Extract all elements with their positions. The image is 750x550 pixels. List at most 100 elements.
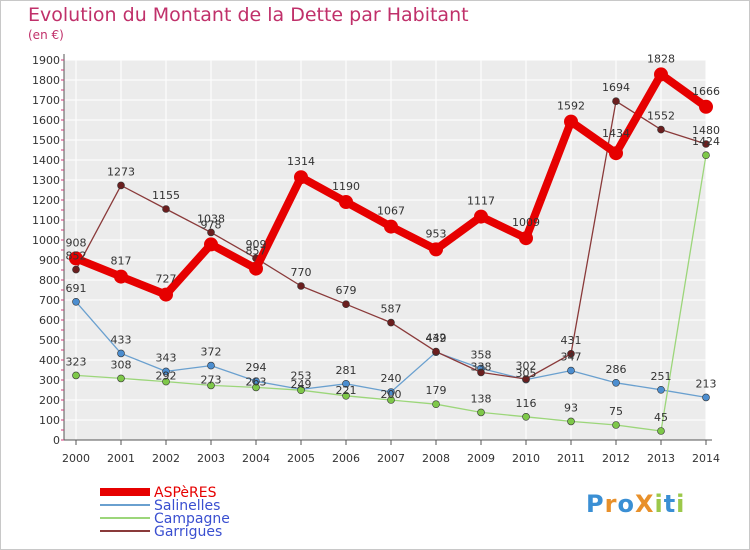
- data-label-salinelles: 358: [471, 348, 492, 361]
- data-label-asp-res: 727: [156, 273, 177, 286]
- data-point-salinelles: [207, 361, 215, 370]
- data-label-campagne: 116: [516, 397, 537, 410]
- plot-area: [64, 60, 706, 440]
- data-point-campagne: [72, 371, 80, 380]
- data-point-salinelles: [342, 379, 350, 388]
- data-point-salinelles: [612, 378, 620, 387]
- y-tick-label: 900: [39, 254, 60, 267]
- data-label-garrigues: 587: [381, 303, 402, 316]
- data-label-garrigues: 1480: [692, 124, 720, 137]
- data-label-asp-res: 1828: [647, 52, 675, 65]
- data-point-campagne: [702, 151, 710, 159]
- data-label-garrigues: 770: [291, 266, 312, 279]
- data-point-salinelles: [387, 388, 395, 396]
- data-point-salinelles: [162, 367, 170, 376]
- data-point-salinelles: [657, 385, 665, 394]
- data-point-campagne: [432, 400, 440, 409]
- y-tick-label: 300: [39, 374, 60, 387]
- data-point-asp-res: [474, 209, 488, 224]
- data-point-asp-res: [384, 219, 398, 234]
- y-tick-label: 1600: [32, 114, 60, 127]
- data-point-campagne: [342, 391, 350, 400]
- x-tick-label: 2001: [107, 452, 135, 465]
- data-label-salinelles: 240: [381, 372, 402, 385]
- data-point-garrigues: [702, 140, 710, 148]
- y-tick-label: 500: [39, 334, 60, 347]
- x-tick-label: 2003: [197, 452, 225, 465]
- data-point-asp-res: [609, 146, 623, 161]
- data-point-garrigues: [387, 318, 395, 327]
- legend-label-garrigues: Garrigues: [154, 524, 222, 540]
- y-tick-label: 1100: [32, 214, 60, 227]
- data-point-asp-res: [699, 99, 713, 114]
- data-point-campagne: [522, 412, 530, 421]
- data-point-asp-res: [519, 231, 533, 246]
- data-label-salinelles: 439: [426, 332, 447, 345]
- x-tick-label: 2004: [242, 452, 270, 465]
- logo-letter: o: [617, 490, 635, 518]
- data-point-garrigues: [522, 375, 530, 383]
- data-point-garrigues: [612, 97, 620, 105]
- data-label-salinelles: 294: [246, 361, 267, 374]
- data-point-campagne: [117, 374, 125, 383]
- x-tick-label: 2014: [692, 452, 720, 465]
- data-label-garrigues: 305: [516, 367, 537, 380]
- data-label-campagne: 200: [381, 388, 402, 401]
- data-point-salinelles: [567, 366, 575, 375]
- legend-label-salinelles: Salinelles: [154, 498, 220, 514]
- data-label-campagne: 1424: [692, 135, 720, 148]
- data-label-asp-res: 1592: [557, 100, 585, 113]
- data-label-campagne: 323: [66, 355, 87, 368]
- data-label-salinelles: 691: [66, 282, 87, 295]
- data-label-asp-res: 1190: [332, 180, 360, 193]
- data-label-asp-res: 908: [66, 236, 87, 249]
- chart-title: Evolution du Montant de la Dette par Hab…: [28, 4, 469, 26]
- y-tick-label: 1400: [32, 154, 60, 167]
- data-point-salinelles: [702, 393, 710, 402]
- data-label-campagne: 308: [111, 358, 132, 371]
- x-tick-label: 2009: [467, 452, 495, 465]
- x-tick-label: 2007: [377, 452, 405, 465]
- x-tick-label: 2000: [62, 452, 90, 465]
- data-label-asp-res: 1117: [467, 195, 495, 208]
- y-tick-label: 1000: [32, 234, 60, 247]
- data-label-campagne: 292: [156, 370, 177, 383]
- data-label-garrigues: 1155: [152, 189, 180, 202]
- data-label-campagne: 138: [471, 392, 492, 405]
- data-label-asp-res: 857: [246, 245, 267, 258]
- data-label-asp-res: 953: [426, 227, 447, 240]
- data-point-campagne: [252, 383, 260, 392]
- data-label-salinelles: 251: [651, 370, 672, 383]
- data-label-salinelles: 347: [561, 351, 582, 364]
- data-point-garrigues: [567, 349, 575, 358]
- data-label-salinelles: 302: [516, 360, 537, 373]
- data-label-garrigues: 1552: [647, 110, 675, 123]
- data-point-garrigues: [657, 125, 665, 134]
- data-point-campagne: [612, 421, 620, 429]
- logo-letter: i: [676, 490, 686, 518]
- logo-letter: P: [586, 490, 605, 518]
- data-label-salinelles: 253: [291, 369, 312, 382]
- data-point-campagne: [657, 427, 665, 435]
- data-label-asp-res: 817: [111, 255, 132, 268]
- x-tick-label: 2010: [512, 452, 540, 465]
- y-tick-label: 1200: [32, 194, 60, 207]
- data-label-garrigues: 909: [246, 238, 267, 251]
- data-point-salinelles: [117, 349, 125, 358]
- data-point-asp-res: [204, 237, 218, 252]
- y-tick-label: 400: [39, 354, 60, 367]
- x-tick-label: 2006: [332, 452, 360, 465]
- data-point-asp-res: [294, 170, 308, 185]
- data-point-garrigues: [342, 300, 350, 309]
- data-label-campagne: 45: [654, 411, 668, 424]
- data-label-asp-res: 1009: [512, 216, 540, 229]
- data-label-salinelles: 286: [606, 363, 627, 376]
- logo-letter: i: [654, 490, 664, 518]
- data-label-salinelles: 281: [336, 364, 357, 377]
- data-label-campagne: 93: [564, 401, 578, 414]
- y-tick-label: 600: [39, 314, 60, 327]
- data-label-garrigues: 852: [66, 250, 87, 263]
- data-label-garrigues: 1694: [602, 81, 630, 94]
- data-point-asp-res: [654, 67, 668, 82]
